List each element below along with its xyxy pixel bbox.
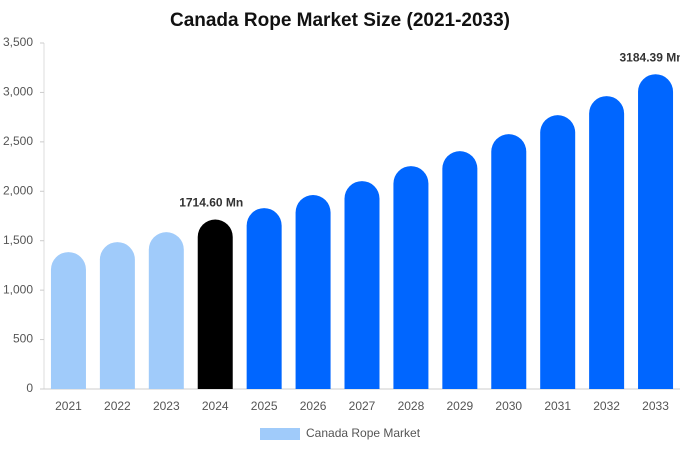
x-tick-label: 2028 xyxy=(398,399,425,413)
x-tick-label: 2023 xyxy=(153,399,180,413)
x-tick-label: 2021 xyxy=(55,399,82,413)
y-tick-label: 0 xyxy=(26,381,33,395)
x-tick-label: 2033 xyxy=(642,399,669,413)
y-tick-label: 500 xyxy=(13,332,33,346)
x-tick-label: 2031 xyxy=(544,399,571,413)
bar xyxy=(540,115,576,389)
bar xyxy=(295,195,331,389)
y-tick-label: 3,000 xyxy=(3,85,33,99)
x-tick-label: 2027 xyxy=(349,399,376,413)
y-tick-label: 3,500 xyxy=(3,35,33,49)
bar xyxy=(99,242,135,389)
y-tick-label: 1,500 xyxy=(3,233,33,247)
x-tick-label: 2026 xyxy=(300,399,327,413)
bar xyxy=(148,232,184,389)
x-tick-label: 2025 xyxy=(251,399,278,413)
bar xyxy=(589,96,625,389)
bar xyxy=(638,74,674,389)
x-tick-label: 2024 xyxy=(202,399,229,413)
y-tick-label: 2,500 xyxy=(3,134,33,148)
bar xyxy=(393,166,429,389)
bar xyxy=(442,151,478,389)
bar xyxy=(491,134,527,389)
bar xyxy=(344,181,380,389)
legend-label: Canada Rope Market xyxy=(306,426,421,440)
bar xyxy=(246,208,282,389)
legend-swatch xyxy=(260,428,300,440)
y-tick-label: 1,000 xyxy=(3,282,33,296)
value-label: 3184.39 Mn xyxy=(620,50,680,64)
x-tick-label: 2030 xyxy=(495,399,522,413)
x-tick-label: 2022 xyxy=(104,399,131,413)
y-tick-label: 2,000 xyxy=(3,183,33,197)
bar xyxy=(197,219,233,389)
chart-title: Canada Rope Market Size (2021-2033) xyxy=(170,10,510,31)
x-tick-label: 2032 xyxy=(593,399,620,413)
x-tick-label: 2029 xyxy=(446,399,473,413)
bar xyxy=(50,252,86,389)
value-label: 1714.60 Mn xyxy=(179,196,243,210)
